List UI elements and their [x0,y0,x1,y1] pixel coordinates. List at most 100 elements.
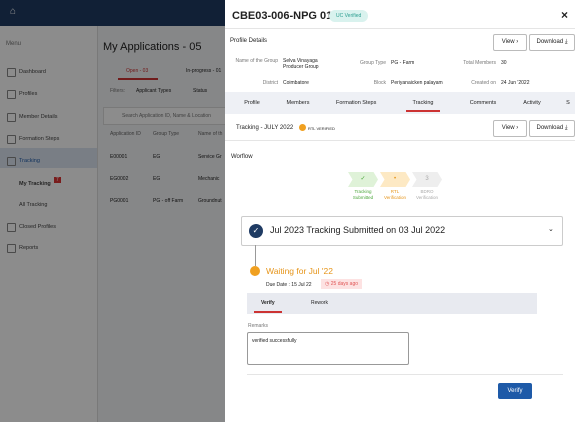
download-button[interactable]: Download ⤓ [529,34,575,51]
field-value: Periyanaicken palayam [391,80,443,86]
verify-button[interactable]: Verify [498,383,532,399]
field-label: Total Members [463,60,496,66]
icon [7,113,16,122]
chevron: ⌄ [548,226,554,233]
step-label: Tracking [354,189,372,194]
field-label: District [262,80,278,86]
badge: 7 [54,177,61,183]
download-button[interactable]: Download ⤓ [529,120,575,137]
tab[interactable]: Tracking [412,100,434,106]
sidebar-item[interactable]: Tracking [19,158,40,164]
sidebar: Menu Dashboard Profiles Member Details Form… [0,26,98,422]
tracking-title: Tracking - JULY 2022 [236,125,294,131]
timeline-dot [250,266,260,276]
icon [7,157,16,166]
section-heading: Profile Details [230,38,268,44]
accordion-title: Jul 2023 Tracking Submitted on 03 Jul 20… [270,225,446,235]
tab[interactable]: In-progress - 01 [186,68,222,74]
view-button[interactable]: View › [493,34,527,51]
sidebar-item[interactable]: My Tracking [19,181,51,187]
divider [247,374,563,375]
accordion[interactable]: ✓ Jul 2023 Tracking Submitted on 03 Jul … [241,216,563,246]
ago-text: 25 days ago [330,281,359,287]
table-cell: EG [153,154,161,160]
waiting-title: Waiting for Jul '22 [266,266,333,276]
subtabs-bar [247,293,537,314]
menu-label: Menu [6,41,22,47]
icon [7,135,16,144]
subtab[interactable]: Rework [311,300,328,306]
field-label: Block [373,80,386,86]
step-label: BDRO [420,189,434,194]
step-chevron: ✓ [348,172,378,187]
sidebar-item[interactable]: Dashboard [19,69,46,75]
sidebar-item[interactable]: Reports [19,245,39,251]
ago-badge: ◷ 25 days ago [321,279,363,289]
filter[interactable]: Status [193,88,208,94]
sidebar-item[interactable]: Member Details [19,114,58,120]
step-label: Verification [383,195,406,200]
field-value: 30 [501,60,507,66]
table-cell: Mechanic [198,176,220,182]
filters-label: Filters: [110,88,125,94]
field-label: Created on [471,80,496,86]
badge-icon [299,124,306,131]
due-date: Due Date : 15 Jul 22 [266,282,312,288]
step-label: RTL [390,189,400,194]
main: My Applications - 05 Open - 03 In-progre… [98,26,235,422]
remarks-box[interactable]: verified successfully [247,332,409,365]
home-icon[interactable]: ⌂ [10,6,17,17]
step-label: Submitted [352,195,374,200]
modal: CBE03-006-NPG 01 UC Verified × Profile D… [225,0,575,422]
table-cell: Groundnut [198,198,222,204]
table-cell: EG [153,176,161,182]
field-value: 24 Jun '2022 [501,80,530,86]
field-value: Coimbatore [283,80,309,86]
table-cell: Service Gr [198,154,222,160]
sidebar-item[interactable]: Formation Steps [19,136,60,142]
divider [225,140,575,141]
table-header: Group Type [153,131,180,137]
table-header: Application ID [110,131,141,137]
step-label: Verification [415,195,438,200]
subtab-underline [254,311,282,313]
table-cell: PG - off Farm [153,198,184,204]
table-cell: PG0001 [110,198,129,204]
tab[interactable]: S [566,100,570,106]
tab[interactable]: Comments [469,100,497,106]
tab[interactable]: Formation Steps [336,100,377,106]
tab-underline [406,110,440,112]
field-label: Group Type [359,60,386,66]
sidebar-item[interactable]: All Tracking [19,202,48,208]
timeline-line [255,245,256,266]
view-button[interactable]: View › [493,120,527,137]
workflow-heading: Worflow [231,154,253,160]
tracking-badge: RTL VERIFIED [308,126,335,131]
modal-title: CBE03-006-NPG 01 [232,10,333,22]
tab[interactable]: Activity [523,100,541,106]
tab-underline [118,78,158,80]
filter[interactable]: Applicant Types [136,88,172,94]
subtab[interactable]: Verify [261,300,275,306]
field-value: PG - Farm [391,60,415,66]
divider [225,28,575,29]
tabs-bar [225,92,575,114]
overlay[interactable] [0,0,225,422]
check-icon: ✓ [249,224,263,238]
icon [7,68,16,77]
close[interactable]: × [561,8,569,22]
sidebar-item[interactable]: Closed Profiles [19,224,56,230]
step-chevron: 3 [412,172,442,187]
icon [7,223,16,232]
icon [7,90,16,99]
table-header: Name of th [198,131,223,137]
status-badge: UC Verified [329,10,369,22]
tab[interactable]: Open - 03 [126,68,149,74]
tab[interactable]: Members [286,100,310,106]
table-cell: E00001 [110,154,128,160]
active-item-bg [0,148,97,168]
search-placeholder: Search Application ID, Name & Location [122,113,211,119]
sidebar-item[interactable]: Profiles [19,91,38,97]
tab[interactable]: Profile [244,100,260,106]
table-cell: EG0002 [110,176,129,182]
